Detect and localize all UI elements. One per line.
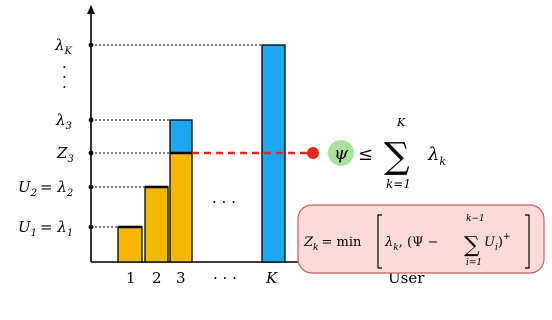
y-label-U1-sub: 1 <box>31 228 37 239</box>
formula-plus: + <box>503 232 511 242</box>
bar-user-3-orange <box>169 152 193 263</box>
leq-symbol: ≤ <box>358 144 373 165</box>
y-label-U1-eq-sub: 1 <box>67 228 73 239</box>
psi-symbol: ψ <box>334 143 349 164</box>
x-label-dots: · · · <box>213 269 237 287</box>
sum-symbol: ∑ <box>384 136 410 177</box>
formula-rest: , (Ψ − <box>399 235 439 250</box>
svg-text:U1= λ1: U1 = λ1 <box>18 218 73 239</box>
x-label-2: 2 <box>152 269 162 287</box>
y-label-lambda-3: λ <box>55 111 66 129</box>
tick-point-Z-3 <box>88 150 94 156</box>
svg-text:λK: λK <box>54 36 73 57</box>
formula-sum-lower: i=1 <box>466 258 482 268</box>
y-label-dots-1: · <box>62 58 67 76</box>
formula-close: ) <box>498 235 503 250</box>
y-label-lambda-K: λ <box>54 36 65 54</box>
formula-Z: Z <box>303 235 314 250</box>
formula-U: U <box>484 235 496 250</box>
x-label-1: 1 <box>126 269 136 287</box>
tick-point-lambda-3 <box>88 117 94 123</box>
sum-term-lambda: λ <box>427 144 439 165</box>
y-label-lambda-3-sub: 3 <box>66 121 72 132</box>
formula-U-sub: i <box>495 243 498 253</box>
psi-highlight <box>328 140 354 166</box>
y-label-U2: U <box>18 178 32 196</box>
x-label-3: 3 <box>176 269 186 287</box>
middle-dots: · · · <box>212 193 236 211</box>
y-label-U2-eq: = λ <box>40 178 67 196</box>
svg-text:Ui)+: Ui)+ <box>484 232 510 253</box>
y-label-U2-eq-sub: 2 <box>66 188 73 199</box>
formula-sum-upper: k−1 <box>466 214 485 224</box>
x-label-K: K <box>265 269 278 287</box>
y-label-lambda-K-sub: K <box>64 46 73 57</box>
sum-lower-limit: k=1 <box>386 177 411 191</box>
bar-user-2 <box>144 186 169 263</box>
y-label-dots-3: · <box>62 78 67 96</box>
svg-text:λ3: λ3 <box>55 111 72 132</box>
bar-user-1 <box>117 226 143 263</box>
y-label-U1-eq: = λ <box>40 218 67 236</box>
y-label-U1: U <box>18 218 32 236</box>
y-label-Z-3: Z <box>56 144 68 162</box>
sum-term-sub: k <box>439 155 446 168</box>
formula-left-bracket <box>377 214 382 269</box>
y-label-U2-sub: 2 <box>30 188 37 199</box>
formula-eq-min: = min <box>322 235 363 250</box>
sum-upper-limit: K <box>396 116 406 129</box>
svg-text:Zk= min: Zk = min <box>303 235 362 253</box>
y-label-dots-2: · <box>62 68 67 86</box>
formula-box <box>297 204 545 274</box>
y-label-Z-3-sub: 3 <box>67 154 73 165</box>
svg-text:Z3: Z3 <box>56 144 74 165</box>
svg-text:U2= λ2: U2 = λ2 <box>18 178 73 199</box>
formula-sum-symbol: ∑ <box>464 233 480 258</box>
svg-text:λk, (Ψ −: λk, (Ψ − <box>384 235 438 253</box>
formula-lambda-sub: k <box>393 243 398 253</box>
formula-Z-sub: k <box>313 243 318 253</box>
bar-user-3-blue <box>169 119 193 154</box>
bar-user-K <box>261 44 286 263</box>
svg-text:λk: λk <box>427 144 446 168</box>
formula-lambda: λ <box>384 235 393 250</box>
tick-point-lambda-K <box>88 42 94 48</box>
psi-dot <box>307 147 319 159</box>
tick-point-lambda-1 <box>88 224 94 230</box>
tick-point-lambda-2 <box>88 184 94 190</box>
formula-right-bracket <box>525 214 530 269</box>
